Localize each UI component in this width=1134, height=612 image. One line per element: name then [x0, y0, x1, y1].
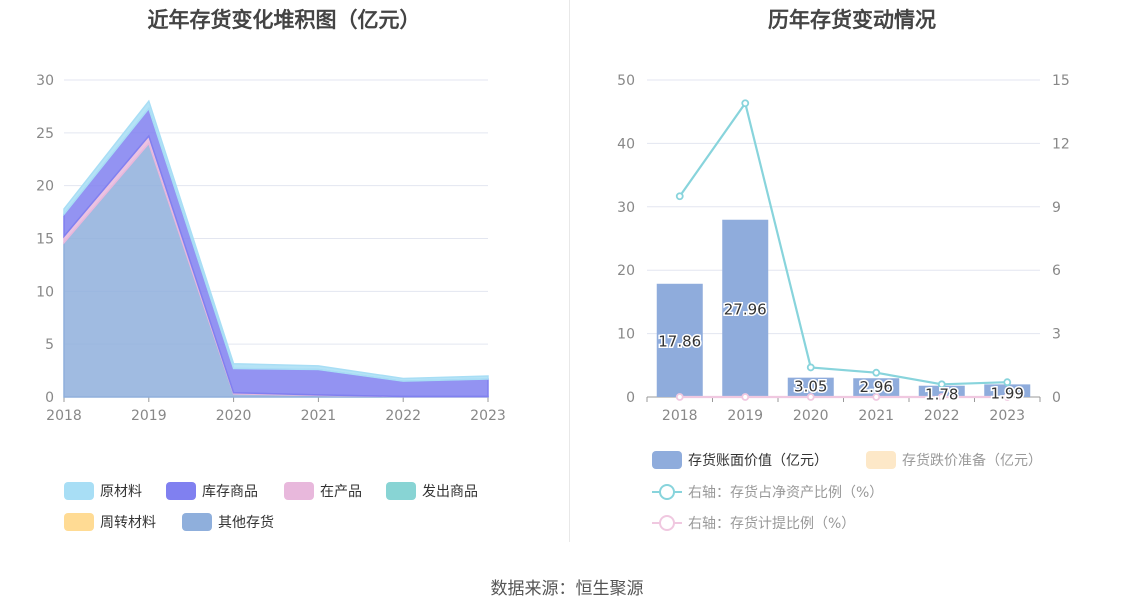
- provision-ratio-point: [872, 393, 881, 401]
- y-right-tick-label: 9: [1052, 200, 1061, 216]
- legend-label-shipped: 发出商品: [422, 484, 478, 500]
- x-tick-label: 2023: [470, 408, 506, 424]
- inventory-ratio-point: [675, 192, 684, 201]
- x-tick-label: 2018: [46, 408, 82, 424]
- y-tick-label: 0: [45, 390, 54, 406]
- y-right-tick-label: 15: [1052, 73, 1070, 89]
- bar-data-label: 1.99: [991, 384, 1024, 402]
- area-raw_material: [63, 99, 489, 382]
- legend-swatch-other: [182, 513, 212, 531]
- legend-item-book-value[interactable]: 存货账面价值（亿元）: [652, 450, 828, 470]
- inventory-ratio-point: [872, 368, 881, 377]
- bar-data-label: 3.05: [794, 378, 827, 396]
- legend-swatch-revolving: [64, 513, 94, 531]
- legend-label-wip: 在产品: [320, 484, 362, 500]
- x-tick-label: 2021: [858, 408, 894, 424]
- legend-swatch-inventory-ratio: [652, 483, 682, 501]
- x-tick-label: 2023: [989, 408, 1025, 424]
- left-chart-legend: 原材料 库存商品 在产品 发出商品 周转材料 其他存货: [0, 0, 568, 545]
- inventory-ratio-line: [678, 100, 1008, 386]
- y-tick-label: 30: [36, 73, 54, 89]
- legend-item-wip[interactable]: 在产品: [284, 481, 362, 501]
- provision-ratio-point: [741, 393, 750, 401]
- legend-item-provision-ratio[interactable]: 右轴：存货计提比例（%）: [652, 513, 855, 533]
- y-tick-label: 25: [36, 126, 54, 142]
- legend-item-shipped[interactable]: 发出商品: [386, 481, 478, 501]
- legend-item-provision[interactable]: 存货跌价准备（亿元）: [866, 450, 1042, 470]
- inventory-ratio-point: [937, 380, 946, 389]
- x-tick-label: 2020: [793, 408, 829, 424]
- y-right-tick-label: 6: [1052, 263, 1061, 279]
- x-tick-label: 2019: [131, 408, 167, 424]
- legend-label-book-value: 存货账面价值（亿元）: [688, 453, 828, 469]
- bar-data-label: 27.96: [724, 300, 767, 318]
- y-tick-label: 20: [36, 179, 54, 195]
- provision-ratio-point: [806, 393, 815, 401]
- right-chart-title: 历年存货变动情况: [768, 8, 936, 32]
- left-chart-panel: 近年存货变化堆积图（亿元） 0 5 10 15 20 25 30 2018 2019 2020 20…: [0, 0, 568, 545]
- bar-book-value: [656, 283, 703, 397]
- legend-swatch-raw-material: [64, 482, 94, 500]
- inventory-ratio-point: [806, 363, 815, 372]
- y-left-tick-label: 40: [617, 136, 635, 152]
- right-chart-panel: 历年存货变动情况 0 10 20 30 40 50 0 3 6 9 12 15 2018 2019 2020…: [570, 0, 1134, 545]
- inventory-ratio-point: [1003, 378, 1012, 387]
- legend-label-provision-ratio: 右轴：存货计提比例（%）: [688, 516, 856, 532]
- bar-book-value: [853, 378, 900, 397]
- legend-label-inventory-ratio: 右轴：存货占净资产比例（%）: [688, 485, 884, 501]
- legend-item-inventory-ratio[interactable]: 右轴：存货占净资产比例（%）: [652, 482, 883, 502]
- x-tick-label: 2022: [385, 408, 421, 424]
- x-tick-label: 2020: [216, 408, 252, 424]
- provision-ratio-point: [675, 393, 684, 401]
- y-right-tick-label: 0: [1052, 390, 1061, 406]
- y-right-tick-label: 3: [1052, 327, 1061, 343]
- y-tick-label: 10: [36, 284, 54, 300]
- legend-swatch-provision: [866, 451, 896, 469]
- bar-data-label: 2.96: [860, 378, 893, 396]
- y-left-tick-label: 20: [617, 263, 635, 279]
- y-tick-label: 5: [45, 337, 54, 353]
- y-right-tick-label: 12: [1052, 136, 1070, 152]
- left-chart-title: 近年存货变化堆积图（亿元）: [147, 8, 421, 32]
- panel-divider: [569, 0, 570, 542]
- y-left-tick-label: 10: [617, 327, 635, 343]
- y-left-tick-label: 50: [617, 73, 635, 89]
- stacked-area-chart: 0 5 10 15 20 25 30 2018 2019 2020 2021 2022 2023: [36, 73, 506, 424]
- legend-label-revolving: 周转材料: [100, 515, 156, 531]
- legend-swatch-book-value: [652, 451, 682, 469]
- legend-swatch-stock-goods: [166, 482, 196, 500]
- bar-book-value: [984, 384, 1031, 397]
- legend-swatch-provision-ratio: [652, 514, 682, 532]
- legend-label-other: 其他存货: [218, 515, 274, 531]
- bar-book-value: [918, 385, 965, 397]
- bar-data-label: 1.78: [925, 386, 958, 404]
- legend-item-revolving[interactable]: 周转材料: [64, 512, 156, 532]
- bar-book-value: [787, 377, 834, 397]
- legend-label-stock-goods: 库存商品: [202, 484, 258, 500]
- y-tick-label: 15: [36, 232, 54, 248]
- y-left-tick-label: 0: [626, 390, 635, 406]
- provision-ratio-point: [1003, 393, 1012, 401]
- x-tick-label: 2021: [301, 408, 337, 424]
- legend-label-raw-material: 原材料: [100, 484, 142, 500]
- inventory-ratio-point: [741, 99, 750, 108]
- y-left-tick-label: 30: [617, 200, 635, 216]
- bar-book-value: [722, 219, 769, 397]
- legend-item-stock-goods[interactable]: 库存商品: [166, 481, 258, 501]
- x-tick-label: 2018: [662, 408, 698, 424]
- bar-data-label: 17.86: [658, 332, 701, 350]
- x-tick-label: 2022: [924, 408, 960, 424]
- bar-line-combo-chart: 0 10 20 30 40 50 0 3 6 9 12 15 2018 2019 2020 2021 2022 2…: [617, 73, 1070, 424]
- legend-item-raw-material[interactable]: 原材料: [64, 481, 142, 501]
- data-source-caption: 数据来源：恒生聚源: [490, 579, 644, 599]
- legend-item-other[interactable]: 其他存货: [182, 512, 274, 532]
- legend-label-provision: 存货跌价准备（亿元）: [902, 453, 1042, 469]
- legend-swatch-shipped: [386, 482, 416, 500]
- provision-ratio-point: [937, 393, 946, 401]
- legend-swatch-wip: [284, 482, 314, 500]
- x-tick-label: 2019: [727, 408, 763, 424]
- right-chart-legend: 存货账面价值（亿元） 存货跌价准备（亿元） 右轴：存货占净资产比例（%） 右轴：…: [570, 0, 1134, 545]
